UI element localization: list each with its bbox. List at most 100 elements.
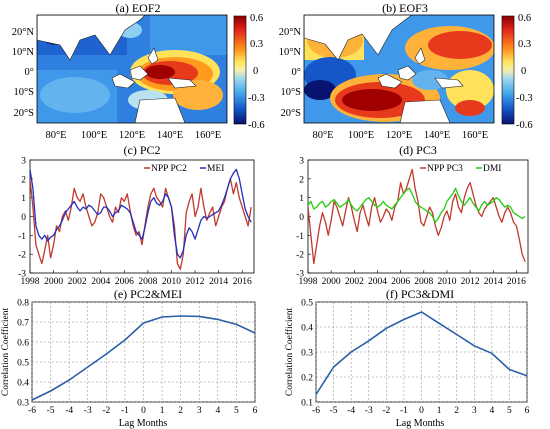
panel-e-x-tick: 4 (215, 406, 220, 416)
panel-d-x-tick: 2002 (345, 277, 364, 287)
panel-e-y-tick: 0.8 (17, 299, 29, 309)
map-b-lat-tick: 0° (292, 67, 301, 78)
panel-e-x-tick: -4 (65, 406, 73, 416)
panel-f-x-tick: 0 (419, 406, 424, 416)
panel-e-ticks: -6 -5 -4 -3 -2 -1 0 1 2 3 4 5 6 0.3 0.4 0.5 0.6 0.7 0.8 (17, 299, 258, 417)
panel-c-x-tick: 1998 (21, 277, 40, 287)
panel-f-x-tick: -1 (400, 406, 408, 416)
panel-c-x-tick: 2006 (115, 277, 134, 287)
colorbar-a-tick: 0 (253, 66, 258, 77)
panel-c-y-tick: 0 (21, 213, 26, 223)
panel-f-ylabel: Correlation Coefficient (284, 308, 295, 397)
panel-f-y-tick: 0.2 (301, 374, 313, 384)
map-b-lon-tick: 80°E (312, 130, 333, 141)
map-b-lat-ticks: 20°N 10°N 0° 10°S 20°S (279, 27, 302, 119)
map-b-lat-tick: 20°S (280, 108, 301, 119)
panel-e-x-tick: -3 (84, 406, 92, 416)
panel-e-x-tick: -2 (102, 406, 110, 416)
panel-f: (f) PC3&DMI -6 -5 -4 -3 -2 -1 0 1 2 3 4 5 6 0.1 0.2 0.3… (284, 287, 530, 429)
panel-e-correlation-line (31, 315, 256, 401)
panel-c-ticks: 1998 2000 2002 2004 2006 2008 2010 2012 2014 2016… (18, 157, 252, 288)
panel-d-y-tick: -2 (296, 251, 304, 261)
panel-d-x-tick: 2004 (368, 277, 387, 287)
panel-c-y-tick: 3 (21, 157, 26, 167)
panel-f-correlation-line (315, 311, 528, 395)
panel-f-y-tick: 0.4 (301, 324, 313, 334)
colorbar-a-tick: -0.3 (248, 93, 265, 104)
map-b-lon-tick: 160°E (462, 130, 488, 141)
panel-d-ticks: 1998 2000 2002 2004 2006 2008 2010 2012 2014 2016… (296, 157, 526, 288)
panel-a-title: (a) EOF2 (116, 1, 161, 15)
panel-f-x-tick: 2 (454, 406, 459, 416)
panel-d-y-tick: 2 (299, 175, 304, 185)
panel-f-x-tick: -3 (365, 406, 373, 416)
map-b-lat-tick: 10°N (279, 47, 302, 58)
panel-f-xlabel: Lag Months (396, 418, 445, 429)
panel-d-x-tick: 2000 (322, 277, 341, 287)
panel-d-x-tick: 2012 (461, 277, 480, 287)
panel-f-x-tick: 3 (472, 406, 477, 416)
panel-c-lines (30, 168, 252, 270)
panel-b-title: (b) EOF3 (382, 1, 428, 15)
panel-d-x-tick: 2006 (391, 277, 410, 287)
colorbar-b-tick: 0.3 (518, 39, 531, 50)
colorbar-a-tick: 0.3 (250, 39, 263, 50)
panel-d-lines (308, 168, 526, 265)
panel-f-ticks: -6 -5 -4 -3 -2 -1 0 1 2 3 4 5 6 0.1 0.2 0.3 0.4 0.5 (301, 299, 530, 417)
panel-c-y-tick: 1 (21, 194, 26, 204)
panel-d-y-tick: 3 (299, 157, 304, 167)
panel-f-x-tick: -5 (330, 406, 338, 416)
legend-c-npp: NPP PC2 (151, 164, 187, 174)
panel-d-x-tick: 2016 (507, 277, 526, 287)
panel-c-x-tick: 2004 (91, 277, 110, 287)
panel-c-x-tick: 2014 (209, 277, 228, 287)
panel-f-x-tick: 4 (489, 406, 494, 416)
panel-f-x-tick: 6 (525, 406, 530, 416)
panel-e-x-tick: 5 (234, 406, 239, 416)
colorbar-b-tick: -0.3 (516, 93, 533, 104)
panel-c-y-tick: 2 (21, 175, 26, 185)
panel-e-x-tick: 0 (141, 406, 146, 416)
panel-d: (d) PC3 1998 2000 2002 2004 2006 2008 2010 2012… (296, 143, 529, 288)
panel-f-x-tick: -4 (347, 406, 355, 416)
panel-e-y-tick: 0.6 (17, 339, 29, 349)
panel-e-x-tick: -6 (28, 406, 36, 416)
panel-d-x-tick: 1998 (299, 277, 318, 287)
panel-c-x-tick: 2010 (162, 277, 181, 287)
panel-d-y-tick: 0 (299, 213, 304, 223)
panel-c-y-tick: -3 (18, 270, 26, 280)
panel-e-x-tick: 3 (197, 406, 202, 416)
map-a-lat-ticks: 20°N 10°N 0° 10°S 20°S (12, 27, 35, 119)
colorbar-b-tick: -0.6 (516, 120, 533, 131)
panel-e-x-tick: 6 (253, 406, 258, 416)
panel-c-series-index (30, 168, 252, 259)
panel-e-y-tick: 0.7 (17, 319, 29, 329)
panel-f-y-tick: 0.1 (301, 399, 313, 409)
panel-d-x-tick: 2008 (414, 277, 433, 287)
map-b-lon-tick: 100°E (348, 130, 374, 141)
map-a (37, 15, 227, 123)
map-a-lat-tick: 0° (25, 67, 34, 78)
panel-e-grid (31, 301, 256, 403)
map-b-lat-tick: 20°N (279, 27, 302, 38)
panel-c: (c) PC2 1998 2000 2002 2004 2006 2008 2010 2012… (18, 143, 255, 288)
panel-b: (b) EOF3 20°N 10°N 0° 1 (279, 1, 533, 141)
map-a-lat-tick: 10°S (13, 87, 34, 98)
panel-e-y-tick: 0.5 (17, 359, 29, 369)
panel-e-x-tick: 1 (160, 406, 165, 416)
panel-c-y-tick: -1 (18, 232, 26, 242)
panel-d-y-tick: -3 (296, 270, 304, 280)
map-b-lat-tick: 10°S (280, 87, 301, 98)
legend-c: NPP PC2 MEI (144, 164, 224, 174)
panel-e-xlabel: Lag Months (119, 418, 168, 429)
map-a-lat-tick: 20°N (12, 27, 35, 38)
map-b-lon-tick: 140°E (424, 130, 450, 141)
panel-e-x-tick: -5 (47, 406, 55, 416)
map-a-lon-tick: 120°E (119, 130, 145, 141)
panel-f-y-tick: 0.5 (301, 299, 313, 309)
colorbar-a: 0.6 0.3 0 -0.3 -0.6 (233, 13, 265, 131)
panel-e-y-tick: 0.4 (17, 379, 29, 389)
panel-d-y-tick: 1 (299, 194, 304, 204)
panel-e: (e) PC2&MEI -6 -5 -4 -3 -2 -1 0 1 2 3 4 5 6 0.3 0.4 0.5… (0, 287, 258, 429)
